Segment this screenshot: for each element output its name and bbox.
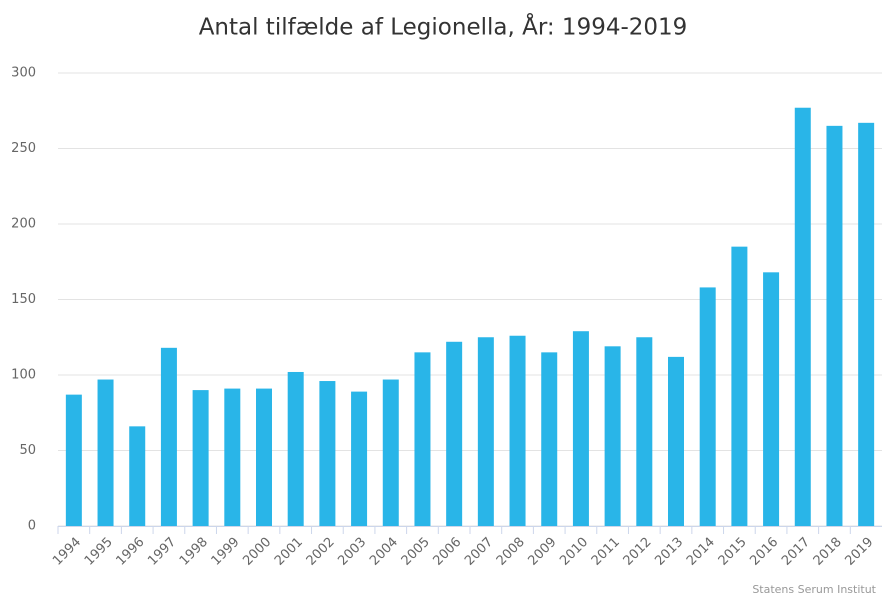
y-tick-label: 100	[11, 368, 36, 383]
bar	[477, 337, 494, 526]
x-tick-label: 2012	[621, 535, 655, 569]
x-tick-label: 2010	[557, 535, 591, 569]
bar	[731, 246, 748, 526]
x-tick-label: 2000	[240, 535, 274, 569]
x-tick-label: 2003	[335, 535, 369, 569]
bar	[97, 379, 114, 526]
x-tick-label: 2001	[272, 535, 306, 569]
bar	[446, 341, 463, 526]
x-tick-label: 2015	[716, 535, 750, 569]
x-tick-label: 1997	[145, 535, 179, 569]
bar	[414, 352, 431, 526]
bar	[826, 125, 843, 526]
x-tick-label: 2008	[494, 535, 528, 569]
x-tick-label: 2017	[779, 535, 813, 569]
x-tick-label: 1996	[114, 535, 148, 569]
x-tick-label: 2007	[462, 535, 496, 569]
x-tick-label: 2014	[684, 535, 718, 569]
bar	[351, 391, 368, 526]
x-tick-label: 2002	[304, 535, 338, 569]
bar	[65, 394, 82, 526]
y-tick-label: 200	[11, 217, 36, 232]
bar	[287, 371, 304, 526]
bar	[699, 287, 716, 526]
bar	[509, 335, 526, 526]
y-tick-label: 0	[28, 519, 36, 534]
x-tick-label: 2018	[811, 535, 845, 569]
bar	[763, 272, 780, 526]
chart-title: Antal tilfælde af Legionella, År: 1994-2…	[199, 13, 688, 41]
x-tick-label: 1999	[209, 535, 243, 569]
bar	[256, 388, 272, 526]
bar	[129, 426, 146, 526]
bar	[572, 331, 589, 526]
y-tick-label: 50	[19, 443, 36, 458]
y-tick-label: 300	[11, 66, 36, 81]
bar	[794, 107, 811, 526]
x-tick-label: 2006	[430, 535, 464, 569]
x-tick-label: 1995	[82, 535, 116, 569]
bar	[192, 390, 209, 526]
bar	[668, 356, 684, 526]
source-note: Statens Serum Institut	[752, 583, 876, 596]
x-tick-label: 2009	[526, 535, 560, 569]
y-tick-label: 150	[11, 292, 36, 307]
bar	[604, 346, 621, 526]
x-tick-label: 1994	[50, 535, 84, 569]
bar	[636, 337, 653, 526]
bar	[160, 347, 177, 526]
y-tick-label: 250	[11, 141, 36, 156]
bar	[382, 379, 399, 526]
x-tick-label: 1998	[177, 535, 211, 569]
bar	[224, 388, 241, 526]
x-tick-label: 2016	[747, 535, 781, 569]
bar	[858, 122, 875, 526]
bar	[319, 381, 336, 526]
x-tick-label: 2004	[367, 535, 401, 569]
x-tick-label: 2019	[842, 535, 876, 569]
x-tick-label: 2005	[399, 535, 433, 569]
x-tick-label: 2013	[652, 535, 686, 569]
bar	[541, 352, 558, 526]
x-tick-label: 2011	[589, 535, 623, 569]
